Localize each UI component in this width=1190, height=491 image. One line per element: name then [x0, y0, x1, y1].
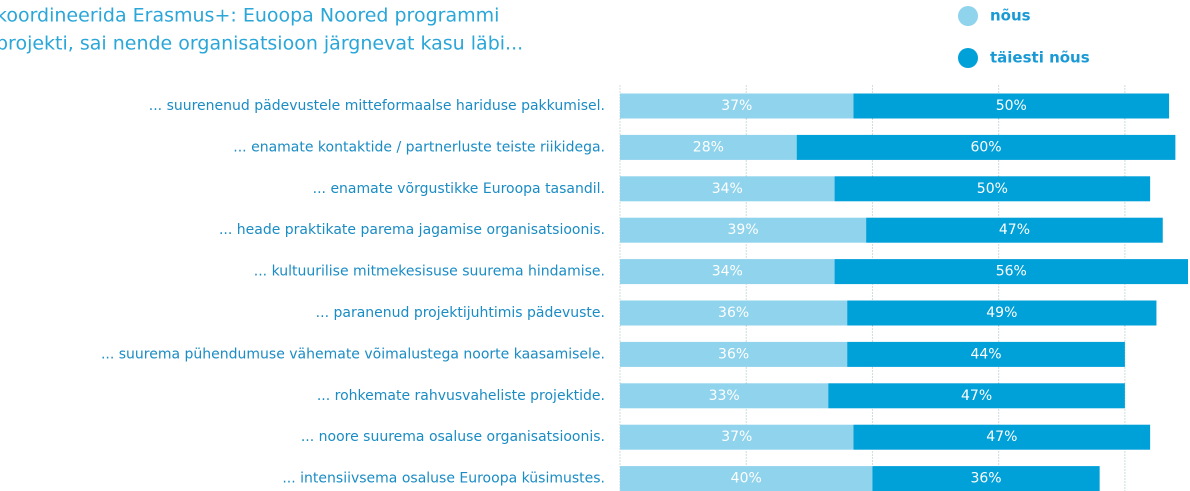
bar-segment: [847, 300, 1157, 326]
bar-segment: [847, 341, 1125, 367]
bar-segment: [620, 300, 848, 326]
value-label: 37%: [721, 98, 752, 114]
legend-label: nõus: [990, 7, 1031, 25]
bar-segment: [828, 383, 1125, 409]
value-label: 50%: [977, 181, 1008, 197]
bar-segment: [620, 424, 854, 450]
bar-segment: [620, 217, 867, 243]
value-label: 40%: [731, 471, 762, 487]
category-label: ... paranenud projektijuhtimis pädevuste…: [316, 305, 605, 321]
value-label: 36%: [718, 346, 749, 362]
category-label: ... noore suurema osaluse organisatsioon…: [301, 429, 605, 445]
value-label: 47%: [999, 222, 1030, 238]
value-label: 36%: [970, 471, 1001, 487]
category-label: ... kultuurilise mitmekesisuse suurema h…: [254, 264, 605, 280]
value-label: 33%: [709, 388, 740, 404]
bar-segment: [872, 466, 1100, 491]
value-label: 47%: [986, 429, 1017, 445]
legend-label: täiesti nõus: [990, 49, 1090, 67]
category-label: ... suurenenud pädevustele mitteformaals…: [149, 98, 605, 114]
bar-segment: [834, 259, 1188, 285]
category-label: ... enamate kontaktide / partnerluste te…: [233, 139, 605, 155]
value-label: 49%: [986, 305, 1017, 321]
value-label: 28%: [693, 139, 724, 155]
value-label: 34%: [712, 264, 743, 280]
bar-segment: [834, 176, 1151, 202]
category-label: ... rohkemate rahvusvaheliste projektide…: [317, 388, 605, 404]
value-label: 39%: [728, 222, 759, 238]
bar-segment: [866, 217, 1163, 243]
bar-segment: [853, 424, 1151, 450]
category-label: ... heade praktikate parema jagamise org…: [219, 222, 605, 238]
bar-segment: [796, 134, 1176, 160]
value-label: 34%: [712, 181, 743, 197]
value-label: 47%: [961, 388, 992, 404]
value-label: 44%: [970, 346, 1001, 362]
value-label: 36%: [718, 305, 749, 321]
value-label: 50%: [996, 98, 1027, 114]
bar-segment: [853, 93, 1170, 119]
category-label: ... enamate võrgustikke Euroopa tasandil…: [313, 181, 605, 197]
value-label: 37%: [721, 429, 752, 445]
bar-segment: [620, 383, 829, 409]
chart-title: projekti, sai nende organisatsioon järgn…: [0, 33, 523, 55]
value-label: 60%: [970, 139, 1001, 155]
bar-segment: [620, 259, 835, 285]
bar-segment: [620, 134, 797, 160]
category-label: ... intensiivsema osaluse Euroopa küsimu…: [282, 471, 605, 487]
value-label: 56%: [996, 264, 1027, 280]
bar-segment: [620, 341, 848, 367]
bar-segment: [620, 466, 873, 491]
bar-segment: [620, 93, 854, 119]
bar-segment: [620, 176, 835, 202]
legend-swatch: [958, 48, 978, 68]
legend-swatch: [958, 6, 978, 26]
chart-title: koordineerida Erasmus+: Euoopa Noored pr…: [0, 5, 499, 27]
category-label: ... suurema pühendumuse vähemate võimalu…: [101, 346, 605, 362]
